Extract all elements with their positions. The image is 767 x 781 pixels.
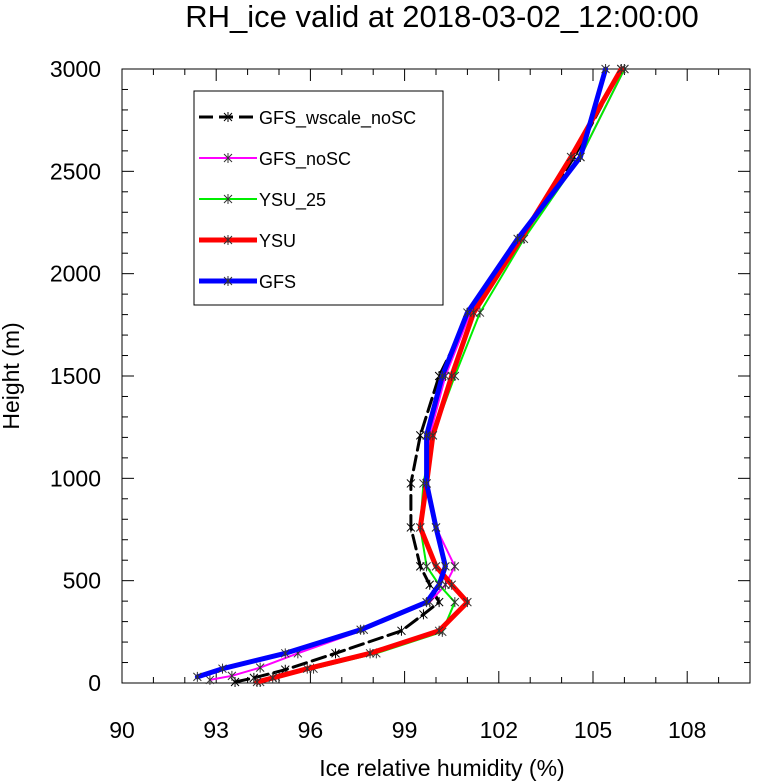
data-point-marker (422, 478, 431, 489)
data-point-marker (365, 648, 375, 659)
legend-marker (223, 276, 233, 286)
data-point-marker (218, 663, 227, 674)
y-tick-label: 2000 (50, 261, 101, 287)
legend-marker (223, 153, 233, 163)
y-axis-label: Height (m) (0, 322, 24, 429)
legend-item-ysu: YSU (199, 231, 296, 251)
y-tick-label: 2500 (50, 158, 101, 184)
data-point-marker (268, 672, 278, 683)
legend-marker (223, 235, 233, 245)
x-tick-label: 99 (392, 717, 418, 743)
data-point-marker (406, 522, 416, 533)
data-point-marker (447, 579, 457, 590)
data-point-marker (601, 64, 610, 74)
data-point-marker (280, 648, 290, 659)
x-tick-label: 90 (109, 717, 135, 743)
data-point-marker (397, 625, 406, 636)
data-point-marker (205, 674, 215, 685)
legend-label: GFS (259, 272, 296, 292)
x-axis-ticks: 90 93 96 99 102 105 108 (109, 69, 751, 743)
legend: GFS_wscale_noSC GFS_noSC YSU_25 YSU GFS (193, 90, 444, 306)
series-line-ysu (254, 66, 624, 685)
legend-marker (223, 194, 233, 204)
x-tick-label: 102 (480, 717, 518, 743)
legend-item-gfs: GFS (199, 272, 296, 292)
data-point-marker (450, 561, 460, 572)
data-point-marker (419, 609, 428, 620)
series-ysu (252, 64, 626, 687)
data-point-marker (513, 233, 522, 244)
data-point-marker (415, 430, 425, 441)
data-point-marker (434, 625, 444, 636)
x-tick-label: 105 (574, 717, 612, 743)
x-axis-label: Ice relative humidity (%) (319, 755, 564, 781)
data-point-marker (463, 597, 472, 608)
data-point-marker (428, 430, 438, 441)
data-point-marker (422, 430, 431, 441)
data-point-marker (422, 597, 431, 608)
data-point-marker (441, 561, 450, 572)
legend-item-gfs-wscale-nosc: GFS_wscale_noSC (199, 108, 416, 129)
y-tick-label: 1500 (50, 363, 101, 389)
y-tick-label: 3000 (50, 56, 101, 82)
legend-item-gfs-nosc: GFS_noSC (199, 149, 351, 170)
y-tick-label: 500 (63, 568, 101, 594)
y-tick-label: 1000 (50, 465, 101, 491)
data-point-marker (356, 624, 365, 635)
data-point-marker (431, 561, 441, 572)
series-layer (193, 64, 629, 687)
chart-title: RH_ice valid at 2018-03-02_12:00:00 (185, 0, 699, 34)
x-tick-label: 108 (668, 717, 706, 743)
series-gfs (193, 64, 610, 682)
data-point-marker (431, 522, 441, 533)
data-point-marker (450, 597, 460, 608)
data-point-marker (447, 371, 457, 381)
data-point-marker (434, 597, 444, 608)
y-tick-label: 0 (88, 670, 101, 696)
x-tick-label: 96 (298, 717, 324, 743)
data-point-marker (434, 579, 444, 590)
legend-item-ysu-25: YSU_25 (199, 190, 326, 211)
data-point-marker (422, 561, 431, 572)
data-point-marker (425, 579, 435, 590)
data-point-marker (566, 152, 576, 163)
data-point-marker (227, 670, 237, 681)
y-axis-ticks: 0 500 1000 1500 2000 2500 3000 (50, 56, 750, 696)
legend-label: YSU (259, 231, 296, 251)
data-point-marker (193, 671, 202, 682)
data-point-marker (415, 561, 425, 572)
data-point-marker (331, 648, 340, 659)
data-point-marker (576, 152, 585, 163)
data-point-marker (252, 676, 262, 687)
legend-label: YSU_25 (259, 190, 326, 211)
data-point-marker (255, 662, 265, 673)
data-point-marker (463, 307, 472, 318)
legend-label: GFS_wscale_noSC (259, 108, 416, 129)
x-tick-label: 93 (203, 717, 229, 743)
data-point-marker (616, 64, 626, 74)
data-point-marker (302, 663, 312, 674)
data-point-marker (437, 371, 447, 381)
legend-marker (223, 112, 233, 122)
data-point-marker (415, 522, 425, 533)
data-point-marker (406, 478, 416, 489)
legend-label: GFS_noSC (259, 149, 351, 170)
